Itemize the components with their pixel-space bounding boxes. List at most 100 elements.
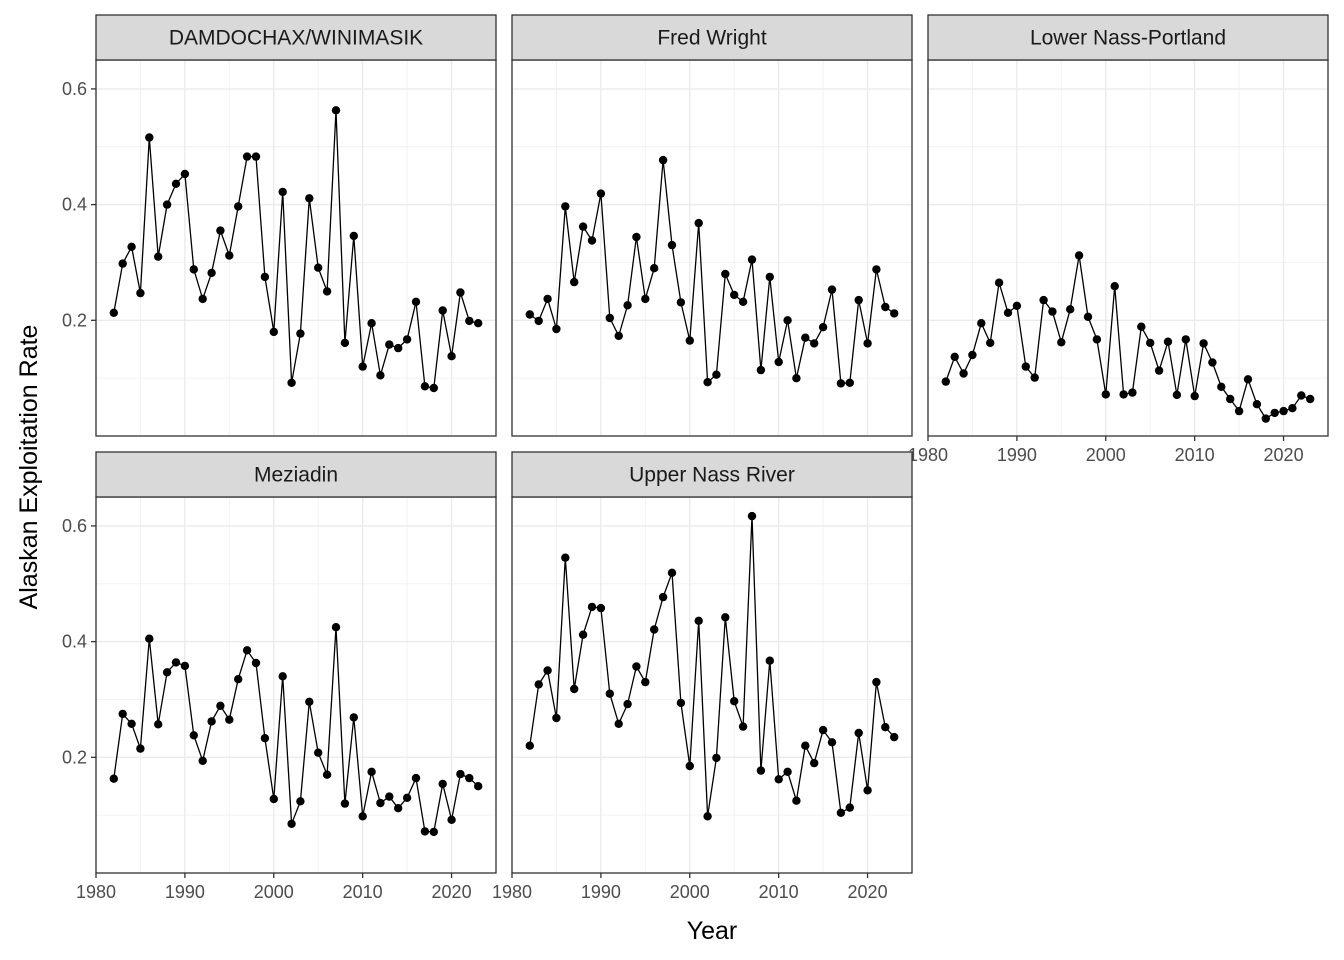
data-point (322, 287, 332, 296)
data-point (534, 680, 543, 689)
data-point (881, 302, 890, 312)
data-point (180, 169, 190, 179)
data-point (340, 338, 350, 348)
data-point (349, 713, 358, 722)
data-point (783, 767, 792, 776)
data-point (994, 278, 1004, 287)
data-point (394, 343, 403, 353)
data-point (118, 259, 127, 268)
data-point (614, 331, 623, 341)
facet-strip (95, 451, 497, 498)
data-point (109, 774, 119, 783)
data-point (367, 319, 376, 328)
data-point (1217, 382, 1226, 391)
data-point (465, 773, 474, 783)
series-line (945, 255, 1311, 420)
data-point (641, 294, 650, 304)
data-point (845, 378, 854, 387)
data-point (845, 803, 854, 812)
x-tick-label: 1980 (492, 882, 532, 902)
data-point (145, 634, 154, 643)
data-point (465, 316, 474, 326)
data-point (570, 277, 579, 287)
data-point (614, 719, 623, 728)
data-point (810, 758, 819, 768)
data-point (1279, 406, 1288, 416)
facet-panel: Meziadin 0.2 0.4 0.6 1980 1990 2000 2010 2020 (62, 451, 497, 902)
data-point (305, 697, 314, 706)
data-point (367, 767, 376, 776)
data-point (1243, 375, 1253, 384)
data-point (1181, 335, 1191, 344)
data-point (234, 202, 243, 211)
data-point (145, 133, 154, 142)
data-point (1066, 305, 1075, 314)
data-point (1288, 404, 1297, 413)
data-point (349, 231, 358, 241)
data-point (747, 255, 757, 264)
y-tick-label: 0.6 (62, 79, 87, 99)
data-point (1146, 338, 1155, 348)
data-point (552, 713, 561, 723)
data-point (561, 202, 570, 211)
facet-strip-label: Fred Wright (657, 27, 766, 50)
data-point (1137, 322, 1146, 331)
facet-strip-label: Upper Nass River (629, 464, 795, 487)
facet-panel: Lower Nass-Portland 1980 1990 2000 2010 2020 (908, 14, 1329, 465)
data-point (296, 329, 305, 338)
data-point (703, 378, 712, 387)
data-point (314, 748, 323, 757)
data-point (198, 756, 207, 765)
y-tick-label: 0.6 (62, 516, 87, 536)
data-point (1306, 394, 1315, 404)
facet-strip-label: DAMDOCHAX/WINIMASIK (169, 27, 423, 50)
data-point (756, 365, 766, 375)
x-tick-label: 1990 (165, 882, 205, 902)
data-point (278, 672, 287, 681)
data-point (854, 728, 863, 738)
x-tick-label: 2020 (432, 882, 472, 902)
data-point (1252, 400, 1262, 409)
x-tick-label: 1990 (997, 445, 1037, 465)
data-point (587, 236, 597, 245)
data-point (189, 731, 198, 740)
data-point (552, 324, 561, 334)
data-point (738, 297, 748, 306)
data-point (650, 625, 659, 634)
data-point (1297, 391, 1306, 400)
data-point (438, 306, 447, 315)
data-point (658, 155, 668, 165)
data-point (774, 775, 783, 784)
data-point (1057, 338, 1066, 347)
data-point (314, 263, 323, 272)
x-tick-label: 2010 (759, 882, 799, 902)
data-point (127, 719, 136, 728)
panel-background (96, 497, 496, 873)
data-point (694, 616, 703, 625)
data-point (402, 793, 412, 802)
data-point (456, 288, 465, 297)
data-point (1199, 339, 1208, 348)
data-point (1003, 308, 1013, 317)
facet-panel: DAMDOCHAX/WINIMASIK 0.2 0.4 0.6 (62, 14, 497, 437)
data-point (881, 723, 890, 732)
data-point (331, 623, 341, 632)
data-point (1128, 388, 1137, 397)
panel-background (928, 60, 1328, 436)
data-point (676, 298, 686, 307)
facet-strip-label: Lower Nass-Portland (1030, 27, 1226, 50)
data-point (854, 295, 863, 305)
data-point (525, 310, 534, 319)
data-point (234, 675, 243, 684)
data-point (872, 265, 881, 274)
data-point (474, 319, 483, 328)
data-point (189, 265, 198, 274)
data-point (251, 658, 261, 668)
data-point (810, 339, 819, 348)
data-point (216, 226, 225, 235)
y-tick-label: 0.4 (62, 195, 87, 215)
data-point (216, 701, 225, 710)
data-point (322, 770, 332, 779)
data-point (118, 709, 127, 719)
data-point (1190, 391, 1199, 401)
